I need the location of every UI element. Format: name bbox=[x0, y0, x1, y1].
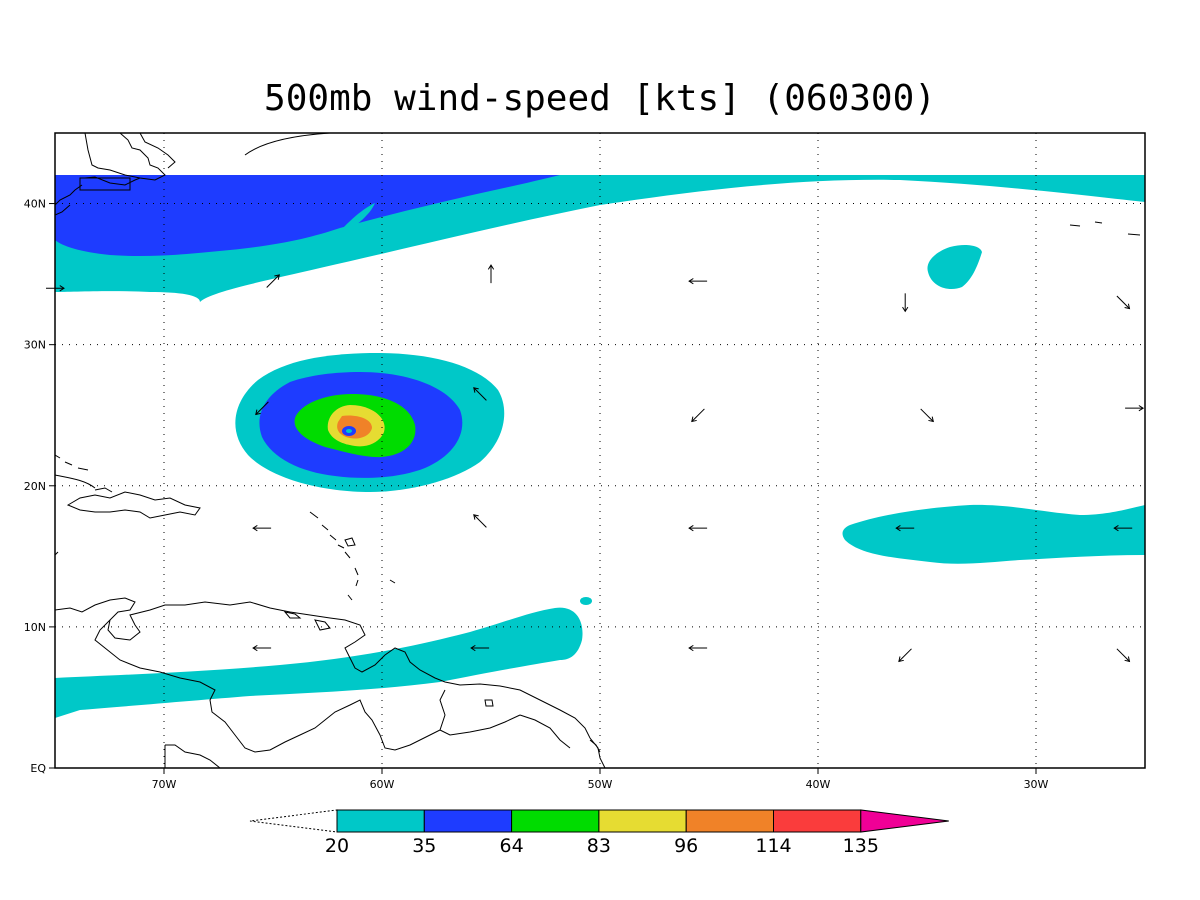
colorbar-segment bbox=[423, 809, 513, 833]
wind-vector bbox=[895, 525, 915, 532]
lon-tick-label: 60W bbox=[370, 778, 395, 791]
wind-vector bbox=[688, 278, 708, 285]
trade-band-east-20kt bbox=[842, 504, 1145, 564]
wind-vector bbox=[487, 264, 495, 284]
wind-vector bbox=[473, 387, 487, 401]
lat-tick-label: 40N bbox=[24, 198, 46, 211]
colorbar: 20 35 64 83 96 114 135 bbox=[249, 809, 949, 857]
wind-vector bbox=[1116, 295, 1131, 310]
colorbar-segment bbox=[773, 809, 862, 833]
cyan-blob-north-east bbox=[927, 244, 982, 290]
colorbar-level-label: 96 bbox=[674, 835, 698, 857]
wind-speed-fill bbox=[55, 175, 1145, 718]
wind-vector bbox=[1116, 648, 1131, 663]
lat-tick-label: 20N bbox=[24, 480, 46, 493]
colorbar-segment bbox=[685, 809, 775, 833]
wind-vector bbox=[691, 408, 705, 423]
lon-tick-label: 70W bbox=[152, 778, 177, 791]
coastlines bbox=[55, 133, 1141, 768]
lat-tick-label: 30N bbox=[24, 339, 46, 352]
lon-tick-label: 40W bbox=[806, 778, 831, 791]
wind-vector bbox=[1113, 525, 1133, 532]
colorbar-segment bbox=[511, 809, 600, 833]
colorbar-under-triangle bbox=[249, 809, 338, 833]
colorbar-level-label: 83 bbox=[587, 835, 611, 857]
wind-vector bbox=[252, 644, 272, 652]
wind-vector bbox=[902, 293, 909, 313]
graticule bbox=[55, 133, 1145, 768]
wind-vector bbox=[898, 648, 912, 663]
wind-vector bbox=[1125, 405, 1145, 412]
wind-vector bbox=[252, 525, 272, 532]
map-title: 500mb wind-speed [kts] (060300) bbox=[264, 78, 936, 119]
colorbar-level-label: 20 bbox=[325, 835, 349, 857]
colorbar-level-label: 114 bbox=[755, 835, 791, 857]
wind-vectors bbox=[46, 264, 1145, 663]
wind-vector bbox=[255, 401, 269, 416]
jet-core-35kt bbox=[55, 175, 560, 257]
colorbar-level-label: 135 bbox=[843, 835, 879, 857]
axis-labels: 70W 60W 50W 40W 30W EQ 10N 20N 30N 40N bbox=[24, 198, 1049, 791]
lon-tick-label: 30W bbox=[1024, 778, 1049, 791]
wind-vector bbox=[688, 644, 708, 652]
trade-band-south-20kt bbox=[55, 607, 583, 718]
lon-tick-label: 50W bbox=[588, 778, 613, 791]
lat-tick-label: 10N bbox=[24, 621, 46, 634]
wind-vector bbox=[920, 408, 934, 423]
colorbar-level-label: 35 bbox=[412, 835, 436, 857]
wind-vector bbox=[473, 514, 487, 528]
wind-vector bbox=[266, 274, 280, 288]
colorbar-segment bbox=[598, 809, 687, 833]
lat-tick-label: EQ bbox=[30, 762, 46, 775]
colorbar-segment bbox=[336, 809, 425, 833]
wind-vector bbox=[470, 644, 490, 652]
colorbar-over-triangle bbox=[860, 809, 949, 833]
wind-vector bbox=[688, 525, 708, 532]
colorbar-level-label: 64 bbox=[500, 835, 524, 857]
